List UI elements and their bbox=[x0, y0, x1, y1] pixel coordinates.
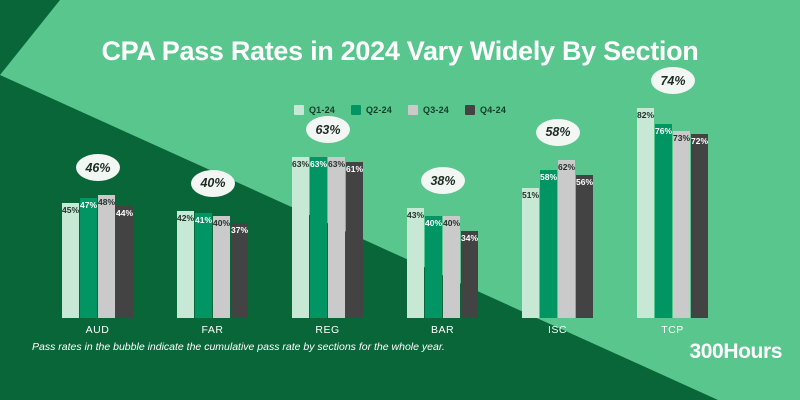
legend-item-q1-24: Q1-24 bbox=[293, 105, 335, 115]
bar-group-aud: 45% 47% 48% 44% AUD bbox=[62, 88, 133, 336]
legend-label: Q3-24 bbox=[423, 105, 450, 115]
bar-group-isc: 51% 58% 62% 56% ISC bbox=[522, 88, 593, 336]
legend-item-q4-24: Q4-24 bbox=[465, 105, 506, 115]
bar-group-bars: 42% 41% 40% 37% bbox=[177, 88, 248, 318]
footnote-text: Pass rates in the bubble indicate the cu… bbox=[32, 341, 445, 353]
bar-aud-q2-24: 47% bbox=[80, 197, 98, 318]
bar-bar-q3-24: 40% bbox=[443, 215, 461, 318]
bar-value-label: 40% bbox=[425, 217, 443, 228]
bar-isc-q2-24: 58% bbox=[540, 169, 558, 318]
legend-label: Q4-24 bbox=[480, 105, 507, 115]
legend-label: Q1-24 bbox=[308, 105, 335, 115]
bar-reg-q4-24: 61% bbox=[346, 162, 363, 318]
category-axis-label: REG bbox=[315, 324, 340, 336]
cumulative-rate-bubble-bar: 38% bbox=[421, 167, 465, 195]
bar-value-label: 63% bbox=[310, 159, 328, 169]
bar-value-label: 47% bbox=[80, 199, 98, 210]
page-title: CPA Pass Rates in 2024 Vary Widely By Se… bbox=[101, 36, 699, 66]
legend-label: Q2-24 bbox=[365, 105, 392, 115]
bar-bar-q1-24: 43% bbox=[407, 208, 424, 318]
legend-item-q3-24: Q3-24 bbox=[408, 105, 449, 115]
bar-reg-q2-24: 63% bbox=[310, 157, 327, 318]
bar-far-q1-24: 42% bbox=[177, 210, 195, 318]
bar-aud-q3-24: 48% bbox=[98, 195, 115, 318]
bar-tcp-q3-24: 73% bbox=[673, 131, 690, 318]
category-axis-label: FAR bbox=[201, 324, 224, 336]
bar-group-tcp: 82% 76% 73% 72% TCP bbox=[637, 88, 708, 336]
legend-swatch-icon bbox=[408, 105, 418, 115]
bar-group-bars: 51% 58% 62% 56% bbox=[522, 88, 593, 318]
bar-tcp-q1-24: 82% bbox=[637, 108, 654, 318]
bar-value-label: 76% bbox=[655, 125, 673, 136]
bar-bar-q2-24: 40% bbox=[425, 215, 443, 318]
bar-group-bars: 43% 40% 40% 34% bbox=[407, 88, 478, 318]
legend-swatch-icon bbox=[350, 105, 361, 115]
bar-value-label: 58% bbox=[540, 171, 558, 182]
category-axis-label: TCP bbox=[661, 324, 684, 336]
cumulative-rate-bubble-aud: 46% bbox=[76, 154, 120, 182]
bar-value-label: 42% bbox=[177, 212, 195, 223]
legend-item-q2-24: Q2-24 bbox=[350, 105, 392, 115]
cumulative-rate-bubble-far: 40% bbox=[191, 169, 235, 197]
bar-group-bars: 63% 63% 63% 61% bbox=[292, 88, 363, 318]
bar-value-label: 63% bbox=[328, 159, 346, 169]
bar-aud-q4-24: 44% bbox=[116, 205, 134, 318]
category-axis-label: BAR bbox=[430, 324, 455, 336]
bar-reg-q1-24: 63% bbox=[292, 157, 309, 318]
cumulative-rate-bubble-tcp: 74% bbox=[651, 67, 695, 95]
bar-isc-q3-24: 62% bbox=[558, 159, 576, 318]
bar-group-reg: 63% 63% 63% 61% REG bbox=[292, 88, 363, 336]
legend-swatch-icon bbox=[293, 105, 304, 115]
chart-legend: Q1-24 Q2-24 Q3-24 Q4-24 bbox=[0, 105, 800, 115]
category-axis-label: ISC bbox=[547, 324, 567, 336]
bar-value-label: 61% bbox=[346, 164, 364, 175]
bar-value-label: 48% bbox=[98, 197, 116, 208]
bar-value-label: 34% bbox=[461, 233, 479, 244]
bar-group-bars: 82% 76% 73% 72% bbox=[637, 88, 708, 318]
bar-value-label: 45% bbox=[62, 205, 80, 215]
bar-tcp-q4-24: 72% bbox=[691, 134, 708, 318]
bar-value-label: 62% bbox=[558, 161, 576, 172]
bar-value-label: 72% bbox=[691, 136, 709, 146]
bar-far-q2-24: 41% bbox=[195, 213, 212, 318]
bar-value-label: 40% bbox=[213, 217, 231, 228]
bar-bar-q4-24: 34% bbox=[461, 231, 478, 318]
bar-isc-q4-24: 56% bbox=[576, 174, 594, 318]
bar-far-q4-24: 37% bbox=[231, 223, 248, 318]
category-axis-label: AUD bbox=[85, 324, 110, 336]
cumulative-rate-bubble-isc: 58% bbox=[536, 118, 580, 146]
bar-value-label: 56% bbox=[576, 176, 594, 187]
bar-value-label: 82% bbox=[637, 110, 655, 121]
bar-value-label: 40% bbox=[443, 217, 461, 228]
bar-value-label: 43% bbox=[407, 210, 425, 221]
bar-value-label: 37% bbox=[231, 225, 249, 236]
bar-value-label: 41% bbox=[195, 215, 213, 226]
bar-reg-q3-24: 63% bbox=[328, 157, 345, 318]
bar-value-label: 51% bbox=[522, 189, 540, 200]
bar-group-far: 42% 41% 40% 37% FAR bbox=[177, 88, 248, 336]
bar-value-label: 63% bbox=[292, 159, 310, 169]
legend-swatch-icon bbox=[465, 105, 476, 115]
bar-group-bars: 45% 47% 48% 44% bbox=[62, 88, 133, 318]
bar-value-label: 73% bbox=[673, 133, 691, 144]
bar-aud-q1-24: 45% bbox=[62, 203, 79, 318]
bar-tcp-q2-24: 76% bbox=[655, 123, 673, 318]
bar-isc-q1-24: 51% bbox=[522, 187, 540, 318]
bar-group-bar: 43% 40% 40% 34% BAR bbox=[407, 88, 478, 336]
brand-logo: 300Hours bbox=[689, 340, 782, 363]
bar-value-label: 44% bbox=[116, 207, 134, 218]
bar-far-q3-24: 40% bbox=[213, 215, 231, 318]
cumulative-rate-bubble-reg: 63% bbox=[306, 116, 350, 143]
